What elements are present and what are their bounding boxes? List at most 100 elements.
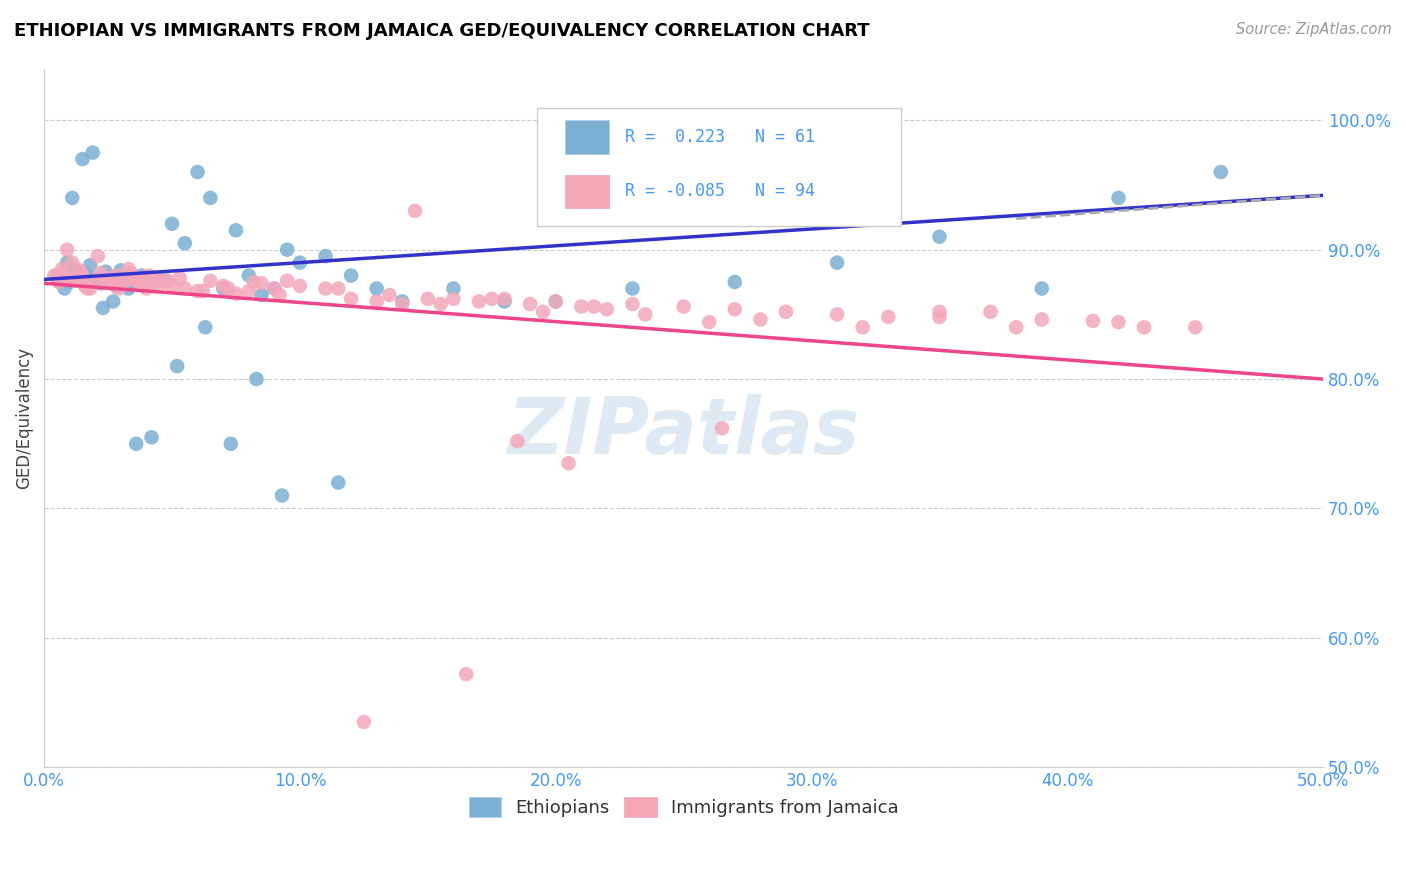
Point [91, 301, 114, 315]
Point [63, 262, 86, 277]
Point [980, 305, 1002, 319]
Point [73, 266, 96, 280]
Point [1133, 320, 1156, 334]
Point [724, 275, 747, 289]
Point [44, 268, 66, 283]
Point [200, 274, 222, 288]
Point [101, 294, 124, 309]
Point [51, 262, 73, 277]
Point [156, 274, 179, 288]
Point [59, 275, 82, 289]
Point [468, 294, 491, 309]
Point [104, 268, 127, 283]
Point [56, 255, 79, 269]
Point [69, 274, 91, 288]
Point [56, 243, 79, 257]
Point [1108, 315, 1130, 329]
Point [583, 300, 606, 314]
Point [110, 263, 132, 277]
Point [519, 297, 541, 311]
Point [243, 275, 266, 289]
Point [217, 281, 239, 295]
Point [200, 191, 222, 205]
Point [191, 284, 214, 298]
Point [45, 268, 67, 283]
Point [122, 275, 145, 289]
Point [87, 249, 110, 263]
Point [672, 300, 695, 314]
Point [169, 271, 191, 285]
Point [79, 281, 101, 295]
Point [928, 229, 950, 244]
Point [825, 255, 848, 269]
Point [225, 223, 247, 237]
Point [391, 294, 413, 309]
Point [69, 263, 91, 277]
Point [315, 281, 337, 295]
Point [115, 274, 138, 288]
Point [104, 279, 127, 293]
Point [53, 281, 76, 295]
Point [441, 292, 464, 306]
Point [120, 266, 142, 280]
Point [117, 281, 139, 295]
Point [877, 310, 900, 324]
Point [340, 292, 363, 306]
Point [225, 286, 247, 301]
Point [328, 281, 350, 295]
Point [143, 274, 166, 288]
Text: ZIPatlas: ZIPatlas [508, 394, 859, 470]
Point [100, 269, 122, 284]
Point [353, 714, 375, 729]
Point [1081, 314, 1104, 328]
Point [138, 268, 160, 283]
Point [569, 300, 592, 314]
Point [156, 274, 179, 288]
FancyBboxPatch shape [537, 108, 901, 226]
Point [117, 262, 139, 277]
Point [328, 475, 350, 490]
Point [928, 310, 950, 324]
Point [82, 145, 104, 160]
Point [315, 249, 337, 263]
Point [53, 266, 76, 280]
Point [125, 436, 148, 450]
Point [481, 292, 503, 306]
Point [749, 312, 772, 326]
Point [1031, 312, 1053, 326]
Point [89, 266, 111, 280]
Point [84, 271, 107, 285]
Point [145, 271, 167, 285]
Point [72, 268, 94, 283]
Point [724, 302, 747, 317]
Point [269, 288, 291, 302]
Text: R =  0.223   N = 61: R = 0.223 N = 61 [624, 128, 815, 146]
Text: R = -0.085   N = 94: R = -0.085 N = 94 [624, 183, 815, 201]
Point [416, 292, 439, 306]
Point [288, 279, 311, 293]
Point [621, 297, 644, 311]
Point [391, 297, 413, 311]
Point [59, 271, 82, 285]
Point [378, 288, 401, 302]
Point [928, 305, 950, 319]
Point [107, 281, 129, 295]
Point [141, 279, 163, 293]
Point [219, 436, 242, 450]
Point [544, 294, 567, 309]
Point [263, 281, 285, 295]
Bar [565, 175, 609, 208]
Y-axis label: GED/Equivalency: GED/Equivalency [15, 347, 32, 489]
Point [89, 277, 111, 291]
Point [160, 279, 183, 293]
Point [1005, 320, 1028, 334]
Point [238, 284, 260, 298]
Point [60, 191, 83, 205]
Point [441, 281, 464, 295]
Point [131, 277, 153, 291]
Point [775, 305, 797, 319]
Point [1184, 320, 1206, 334]
Point [263, 281, 285, 295]
Point [366, 281, 388, 295]
Point [128, 271, 150, 285]
